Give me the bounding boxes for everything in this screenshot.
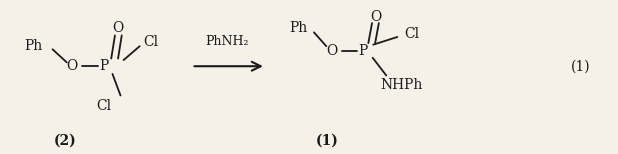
Text: P: P [99, 59, 108, 73]
Text: O: O [326, 44, 337, 58]
Text: (1): (1) [571, 59, 591, 73]
Text: P: P [359, 44, 368, 58]
Text: O: O [67, 59, 78, 73]
Text: PhNH₂: PhNH₂ [206, 35, 249, 48]
Text: NHPh: NHPh [380, 78, 423, 92]
Text: Cl: Cl [96, 99, 111, 113]
Text: (2): (2) [54, 134, 76, 148]
Text: Cl: Cl [143, 35, 158, 49]
Text: O: O [370, 10, 381, 24]
Text: (1): (1) [316, 134, 339, 148]
Text: O: O [112, 21, 123, 35]
Text: Cl: Cl [404, 27, 419, 41]
Text: Ph: Ph [25, 39, 43, 53]
Text: Ph: Ph [289, 21, 308, 35]
